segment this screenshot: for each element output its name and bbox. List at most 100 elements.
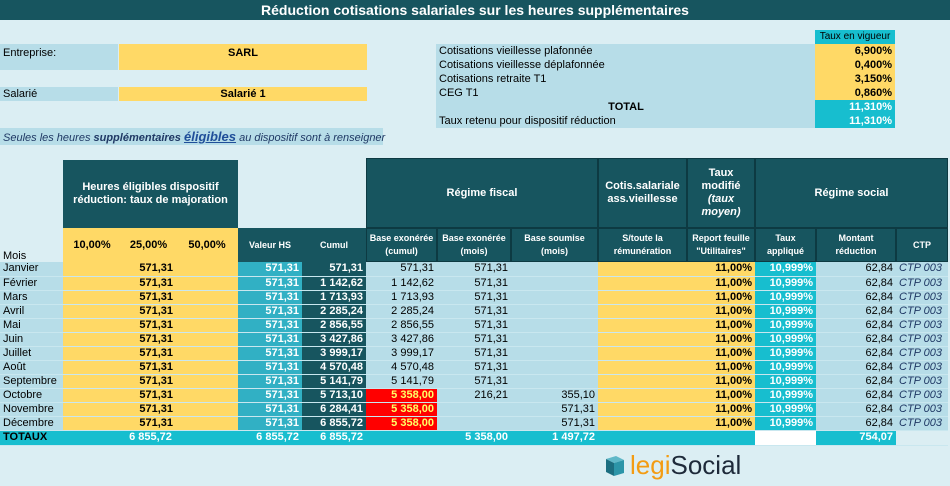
header-regime-fiscal: Régime fiscal [366, 158, 598, 228]
header-taux-applique: Taux appliqué [755, 228, 816, 262]
rate-value-4[interactable]: 0,860% [854, 87, 892, 99]
rate-value-3[interactable]: 3,150% [854, 73, 892, 85]
rate-label-1: Cotisations vieillesse plafonnée [439, 45, 593, 57]
ctp-cell: CTP 003 [896, 402, 948, 417]
cumul-cell: 3 427,86 [302, 332, 366, 347]
rate-value-1[interactable]: 6,900% [854, 45, 892, 57]
p50-cell[interactable] [176, 276, 238, 291]
p50-cell[interactable] [176, 416, 238, 431]
report-cell: 11,00% [687, 318, 755, 333]
p10-cell[interactable] [63, 402, 121, 417]
p10-cell[interactable] [63, 262, 121, 277]
month-cell: Janvier [0, 262, 63, 277]
header-base-soumise: Base soumise (mois) [511, 228, 598, 262]
montant-cell: 62,84 [816, 416, 896, 431]
note-part2: supplémentaires [93, 132, 181, 144]
exo-mois-cell: 571,31 [437, 262, 511, 277]
soumise-cell [511, 304, 598, 319]
rates-total-label: TOTAL [436, 100, 816, 114]
table-row: Avril 571,31 571,31 2 285,24 2 285,24 571,31 1… [0, 304, 948, 319]
exo-mois-cell: 571,31 [437, 360, 511, 375]
s-toute-cell [598, 374, 687, 389]
header-taux-modifie: Taux modifié (taux moyen) [687, 158, 755, 228]
rates-retained-label: Taux retenu pour dispositif réduction [436, 114, 816, 128]
exo-mois-cell: 571,31 [437, 304, 511, 319]
p25-cell[interactable]: 571,31 [121, 374, 176, 389]
month-cell: Septembre [0, 374, 63, 389]
p25-cell[interactable]: 571,31 [121, 346, 176, 361]
p25-cell[interactable]: 571,31 [121, 416, 176, 431]
valeur-hs-cell: 571,31 [238, 332, 302, 347]
montant-cell: 62,84 [816, 304, 896, 319]
soumise-cell [511, 374, 598, 389]
p50-cell[interactable] [176, 262, 238, 277]
employee-field[interactable]: Salarié 1 [119, 87, 367, 101]
ctp-cell: CTP 003 [896, 262, 948, 277]
totals-empty-taux [755, 430, 816, 446]
rates-labels-bg [436, 44, 816, 100]
exo-cumul-cell: 4 570,48 [366, 360, 437, 375]
montant-cell: 62,84 [816, 374, 896, 389]
p50-cell[interactable] [176, 388, 238, 403]
p25-cell[interactable]: 571,31 [121, 332, 176, 347]
p50-cell[interactable] [176, 374, 238, 389]
p10-cell[interactable] [63, 374, 121, 389]
p10-cell[interactable] [63, 346, 121, 361]
ctp-cell: CTP 003 [896, 304, 948, 319]
exo-cumul-cell: 1 713,93 [366, 290, 437, 305]
valeur-hs-cell: 571,31 [238, 346, 302, 361]
p25-cell[interactable]: 571,31 [121, 360, 176, 375]
header-regime-social: Régime social [755, 158, 948, 228]
taux-applique-cell: 10,999% [755, 318, 816, 333]
p50-cell[interactable] [176, 346, 238, 361]
p25-cell[interactable]: 571,31 [121, 276, 176, 291]
logo-part1: legi [630, 450, 671, 480]
taux-applique-cell: 10,999% [755, 304, 816, 319]
exo-cumul-cell: 5 358,00 [366, 388, 437, 403]
totals-label: TOTAUX [0, 430, 63, 446]
p10-cell[interactable] [63, 416, 121, 431]
p25-cell[interactable]: 571,31 [121, 304, 176, 319]
taux-applique-cell: 10,999% [755, 276, 816, 291]
header-p10: 10,00% [63, 228, 121, 262]
month-cell: Mars [0, 290, 63, 305]
p25-cell[interactable]: 571,31 [121, 290, 176, 305]
p25-cell[interactable]: 571,31 [121, 402, 176, 417]
p50-cell[interactable] [176, 360, 238, 375]
taux-applique-cell: 10,999% [755, 402, 816, 417]
report-cell: 11,00% [687, 276, 755, 291]
p50-cell[interactable] [176, 402, 238, 417]
soumise-cell [511, 332, 598, 347]
s-toute-cell [598, 262, 687, 277]
cumul-cell: 1 713,93 [302, 290, 366, 305]
p10-cell[interactable] [63, 332, 121, 347]
company-field[interactable]: SARL [119, 44, 367, 70]
month-cell: Juin [0, 332, 63, 347]
report-cell: 11,00% [687, 290, 755, 305]
p25-cell[interactable]: 571,31 [121, 262, 176, 277]
p10-cell[interactable] [63, 360, 121, 375]
p10-cell[interactable] [63, 388, 121, 403]
exo-mois-cell: 216,21 [437, 388, 511, 403]
rate-value-2[interactable]: 0,400% [854, 59, 892, 71]
p50-cell[interactable] [176, 318, 238, 333]
p50-cell[interactable] [176, 304, 238, 319]
rates-values-bg [815, 44, 895, 100]
ctp-cell: CTP 003 [896, 346, 948, 361]
taux-applique-cell: 10,999% [755, 388, 816, 403]
p25-cell[interactable]: 571,31 [121, 318, 176, 333]
p50-cell[interactable] [176, 290, 238, 305]
p25-cell[interactable]: 571,31 [121, 388, 176, 403]
p50-cell[interactable] [176, 332, 238, 347]
p10-cell[interactable] [63, 290, 121, 305]
p10-cell[interactable] [63, 304, 121, 319]
table-row: Mars 571,31 571,31 1 713,93 1 713,93 571,31 11… [0, 290, 948, 305]
taux-applique-cell: 10,999% [755, 416, 816, 431]
exo-mois-cell [437, 416, 511, 431]
cumul-cell: 571,31 [302, 262, 366, 277]
exo-cumul-cell: 3 999,17 [366, 346, 437, 361]
totals-empty-ctp [896, 430, 948, 446]
p10-cell[interactable] [63, 318, 121, 333]
table-row: Juin 571,31 571,31 3 427,86 3 427,86 571,31 11… [0, 332, 948, 347]
p10-cell[interactable] [63, 276, 121, 291]
